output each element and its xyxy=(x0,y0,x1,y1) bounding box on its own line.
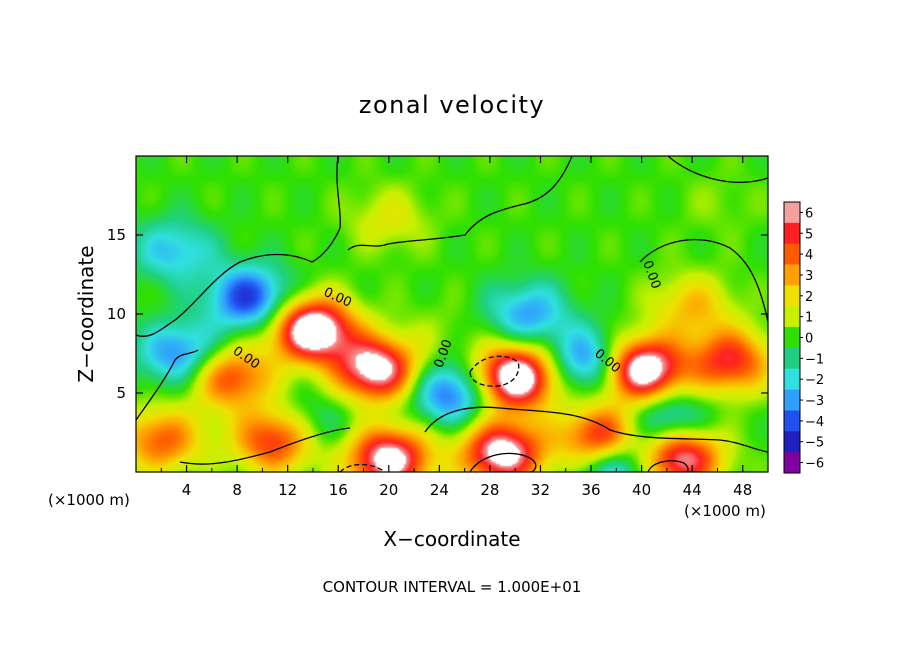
colorbar-swatch xyxy=(784,285,800,307)
y-tick-label: 15 xyxy=(107,226,126,244)
zero-contour-upper xyxy=(136,156,341,337)
colorbar-swatch xyxy=(784,243,800,265)
colorbar-swatch xyxy=(784,410,800,432)
x-tick-label: 16 xyxy=(329,481,348,499)
zero-contour-mid-low xyxy=(424,406,768,453)
x-tick-label: 36 xyxy=(581,481,600,499)
colorbar-swatch xyxy=(784,389,800,411)
colorbar-label: 6 xyxy=(805,206,813,221)
zero-contour-right xyxy=(667,156,768,183)
x-unit-left: (×1000 m) xyxy=(48,491,130,509)
chart-title: zonal velocity xyxy=(359,91,545,119)
x-tick-label: 8 xyxy=(232,481,242,499)
colorbar-swatch xyxy=(784,264,800,286)
x-axis-ticks: 4 8 12 16 20 24 28 32 36 40 44 48 xyxy=(160,156,752,499)
x-tick-label: 4 xyxy=(182,481,192,499)
zero-contour-middle xyxy=(347,156,573,251)
colorbar-swatch xyxy=(784,347,800,370)
positive-contour-bottom xyxy=(469,452,537,472)
colorbar-label: 0 xyxy=(805,332,813,347)
colorbar-swatch xyxy=(784,452,800,474)
y-axis-label: Z−coordinate xyxy=(74,245,98,382)
x-tick-label: 32 xyxy=(531,481,550,499)
colorbar-label: −1 xyxy=(805,352,824,367)
velocity-field xyxy=(136,156,768,472)
colorbar-swatch xyxy=(784,306,800,328)
colorbar-label: 3 xyxy=(805,269,813,284)
zero-contour-right-dome xyxy=(639,238,768,323)
x-tick-label: 48 xyxy=(733,481,752,499)
colorbar-swatch xyxy=(784,222,800,245)
colorbar-swatch xyxy=(784,368,800,391)
colorbar-label: 4 xyxy=(805,248,813,263)
x-tick-label: 24 xyxy=(430,481,449,499)
colorbar-label: −6 xyxy=(805,457,824,472)
colorbar-swatch xyxy=(784,202,800,224)
y-tick-label: 5 xyxy=(116,384,126,402)
dashed-negative-contour-bottom xyxy=(339,463,386,472)
colorbar-swatch xyxy=(784,431,800,453)
zero-contour-bottom-left xyxy=(179,427,351,465)
x-unit-right: (×1000 m) xyxy=(684,502,766,520)
contour-lines xyxy=(136,156,768,472)
colorbar-label: 5 xyxy=(805,227,813,242)
contour-interval-note: CONTOUR INTERVAL = 1.000E+01 xyxy=(323,578,582,596)
colorbar-label: −4 xyxy=(805,415,824,430)
x-tick-label: 40 xyxy=(632,481,651,499)
dashed-negative-contour xyxy=(469,355,520,387)
colorbar-label: −5 xyxy=(805,436,824,451)
x-tick-label: 20 xyxy=(379,481,398,499)
x-tick-label: 12 xyxy=(278,481,297,499)
colorbar-label: 2 xyxy=(805,290,813,305)
colorbar-label: 1 xyxy=(805,311,813,326)
colorbar-swatch xyxy=(784,327,800,349)
colorbar-label: −3 xyxy=(805,394,824,409)
x-axis-label: X−coordinate xyxy=(383,527,520,551)
colorbar-label: −2 xyxy=(805,373,824,388)
y-axis-ticks: 5 10 15 xyxy=(107,226,768,402)
zero-contour-left-low xyxy=(136,349,199,421)
x-tick-label: 28 xyxy=(480,481,499,499)
positive-contour-bottom-right xyxy=(647,460,689,472)
x-tick-label: 44 xyxy=(683,481,702,499)
y-tick-label: 10 xyxy=(107,305,126,323)
colorbar: 6 5 4 3 2 1 0 −1 −2 −3 −4 −5 −6 xyxy=(783,201,824,474)
